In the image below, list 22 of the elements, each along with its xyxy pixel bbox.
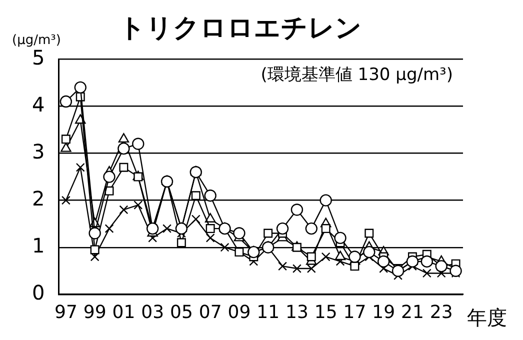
x-tick-label: 15: [314, 302, 338, 323]
annotation: (環境基準値 130 μg/m³): [260, 65, 453, 86]
y-tick-label: 2: [32, 186, 45, 211]
x-tick-label: 99: [83, 302, 106, 323]
y-tick-label: 1: [32, 234, 45, 258]
x-tick-label: 05: [170, 302, 193, 323]
chart-title: トリクロロエチレン: [119, 13, 362, 44]
x-tick-label: 97: [54, 302, 78, 323]
x-tick-label: 01: [112, 302, 136, 323]
x-tick-label: 23: [430, 302, 453, 323]
y-tick-label: 3: [32, 139, 45, 164]
x-tick-label: 09: [228, 302, 251, 323]
x-tick-label: 03: [141, 302, 164, 323]
y-tick-label: 4: [32, 92, 45, 116]
x-tick-label: 07: [198, 302, 222, 323]
x-tick-label: 13: [286, 302, 308, 323]
x-tick-label: 17: [343, 302, 366, 323]
x-tick-label: 11: [256, 302, 280, 323]
x-axis-title: 年度: [467, 306, 507, 330]
y-tick-label: 0: [32, 280, 45, 305]
x-tick-label: 21: [401, 302, 424, 323]
x-tick-label: 19: [372, 302, 396, 323]
